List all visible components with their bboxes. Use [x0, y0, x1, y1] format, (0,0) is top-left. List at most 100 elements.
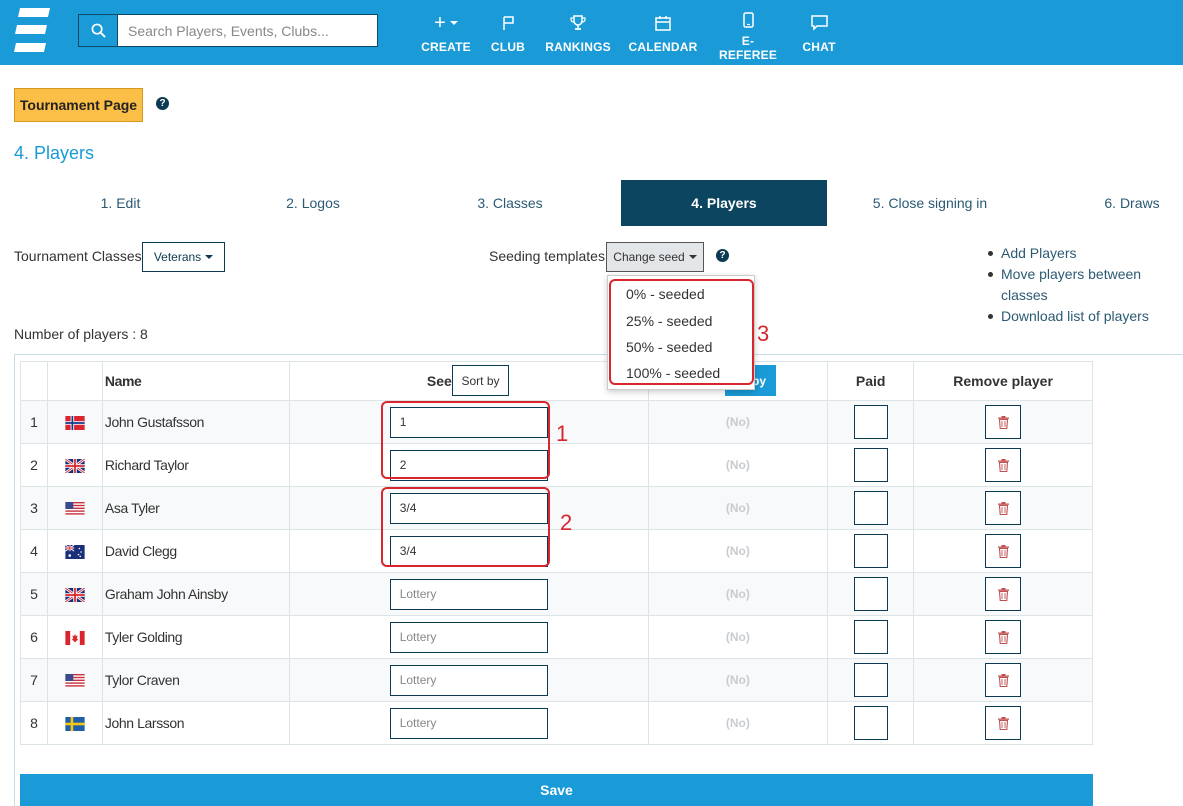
paid-checkbox[interactable]	[853, 577, 888, 611]
nav-rankings-label: RANKINGS	[545, 40, 611, 54]
seed-input[interactable]	[389, 406, 548, 438]
table-row: 4 David Clegg (No)	[20, 529, 1093, 573]
paid-checkbox[interactable]	[853, 405, 888, 439]
help-icon[interactable]: ?	[716, 249, 729, 262]
seed-input[interactable]	[389, 578, 548, 610]
seed-option-50[interactable]: 50% - seeded	[626, 339, 713, 355]
row-number: 1	[20, 400, 48, 444]
nav-rankings[interactable]: RANKINGS	[545, 12, 611, 58]
status-label: (No)	[647, 529, 829, 573]
change-seed-button[interactable]: Change seed	[606, 242, 704, 272]
remove-player-button[interactable]	[985, 706, 1022, 740]
paid-checkbox[interactable]	[853, 534, 888, 568]
search-button[interactable]	[78, 14, 118, 47]
remove-player-button[interactable]	[985, 448, 1022, 482]
seed-cell	[288, 658, 649, 702]
seed-cell	[288, 615, 649, 659]
download-list-link[interactable]: Download list of players	[985, 306, 1183, 327]
logo-icon[interactable]	[14, 8, 50, 52]
header-flag	[46, 361, 103, 401]
status-label: (No)	[647, 701, 829, 745]
player-name: Tylor Craven	[101, 658, 290, 702]
paid-checkbox[interactable]	[853, 706, 888, 740]
paid-cell	[827, 615, 915, 659]
paid-checkbox[interactable]	[853, 620, 888, 654]
trash-icon	[997, 587, 1009, 601]
paid-checkbox[interactable]	[853, 491, 888, 525]
header-name[interactable]: Name	[101, 361, 290, 401]
seed-cell	[288, 572, 649, 616]
table-row: 5 Graham John Ainsby (No)	[20, 572, 1093, 616]
seed-input[interactable]	[389, 492, 548, 524]
seed-input[interactable]	[389, 707, 548, 739]
seed-input[interactable]	[389, 621, 548, 653]
header-paid: Paid	[827, 361, 915, 401]
seed-input[interactable]	[389, 449, 548, 481]
remove-cell	[913, 443, 1093, 487]
nav-create[interactable]: + CREATE	[421, 12, 471, 58]
tab-draws[interactable]: 6. Draws	[1104, 195, 1160, 211]
trash-icon	[997, 630, 1009, 644]
table-container	[14, 354, 1183, 806]
player-name: Richard Taylor	[101, 443, 290, 487]
remove-cell	[913, 615, 1093, 659]
player-name: David Clegg	[101, 529, 290, 573]
paid-cell	[827, 658, 915, 702]
remove-cell	[913, 486, 1093, 530]
add-players-link[interactable]: Add Players	[985, 243, 1183, 264]
sort-by-tooltip: Sort by	[452, 365, 509, 396]
nav-chat[interactable]: CHAT	[801, 12, 837, 58]
paid-cell	[827, 400, 915, 444]
remove-player-button[interactable]	[985, 534, 1022, 568]
row-number: 7	[20, 658, 48, 702]
nav-club[interactable]: CLUB	[490, 12, 526, 58]
nav-chat-label: CHAT	[802, 40, 836, 54]
seed-input[interactable]	[389, 664, 548, 696]
remove-player-button[interactable]	[985, 663, 1022, 697]
nav-e-referee[interactable]: E-REFEREE	[717, 12, 779, 62]
remove-player-button[interactable]	[985, 577, 1022, 611]
search-input[interactable]	[117, 14, 378, 47]
paid-checkbox[interactable]	[853, 448, 888, 482]
canada-flag-icon	[46, 615, 103, 659]
tab-close-signing-in[interactable]: 5. Close signing in	[872, 195, 988, 211]
chat-icon	[810, 12, 828, 34]
tab-edit[interactable]: 1. Edit	[100, 195, 141, 211]
seed-option-25[interactable]: 25% - seeded	[626, 313, 713, 329]
seed-input[interactable]	[389, 535, 548, 567]
change-seed-label: Change seed	[613, 250, 685, 264]
remove-player-button[interactable]	[985, 620, 1022, 654]
row-number: 5	[20, 572, 48, 616]
annotation-number-3: 3	[757, 321, 770, 346]
player-name: John Gustafsson	[101, 400, 290, 444]
nav-calendar[interactable]: CALENDAR	[629, 12, 697, 58]
number-of-players: Number of players : 8	[14, 326, 148, 342]
page-title: 4. Players	[14, 143, 95, 163]
annotation-number-2: 2	[560, 510, 573, 535]
top-navigation-bar: + CREATE CLUB RANKINGS CALENDAR E-REFERE…	[0, 0, 1183, 65]
players-table: Name Seed Paid Remove player 1 John Gust…	[20, 361, 1093, 745]
move-players-link[interactable]: Move players between classes	[985, 264, 1183, 306]
tournament-page-button[interactable]: Tournament Page	[14, 88, 143, 122]
status-label: (No)	[647, 572, 829, 616]
usa-flag-icon	[46, 486, 103, 530]
chevron-down-icon	[205, 255, 214, 259]
remove-player-button[interactable]	[985, 405, 1022, 439]
seed-dropdown-menu: 0% - seeded 25% - seeded 50% - seeded 10…	[607, 275, 755, 390]
tab-classes[interactable]: 3. Classes	[477, 195, 543, 211]
help-icon[interactable]: ?	[156, 97, 169, 110]
seed-option-100[interactable]: 100% - seeded	[626, 365, 721, 381]
tab-players[interactable]: 4. Players	[621, 180, 827, 226]
calendar-icon	[655, 12, 671, 34]
australia-flag-icon	[46, 529, 103, 573]
trash-icon	[997, 544, 1009, 558]
nav-create-label: CREATE	[421, 40, 471, 54]
tab-logos[interactable]: 2. Logos	[286, 195, 340, 211]
seeding-templates-label: Seeding templates:	[489, 248, 609, 264]
save-button[interactable]: Save	[20, 774, 1093, 806]
remove-player-button[interactable]	[985, 491, 1022, 525]
seed-option-0[interactable]: 0% - seeded	[626, 286, 705, 302]
paid-checkbox[interactable]	[853, 663, 888, 697]
seed-cell	[288, 400, 649, 444]
class-select[interactable]: Veterans	[142, 242, 225, 272]
